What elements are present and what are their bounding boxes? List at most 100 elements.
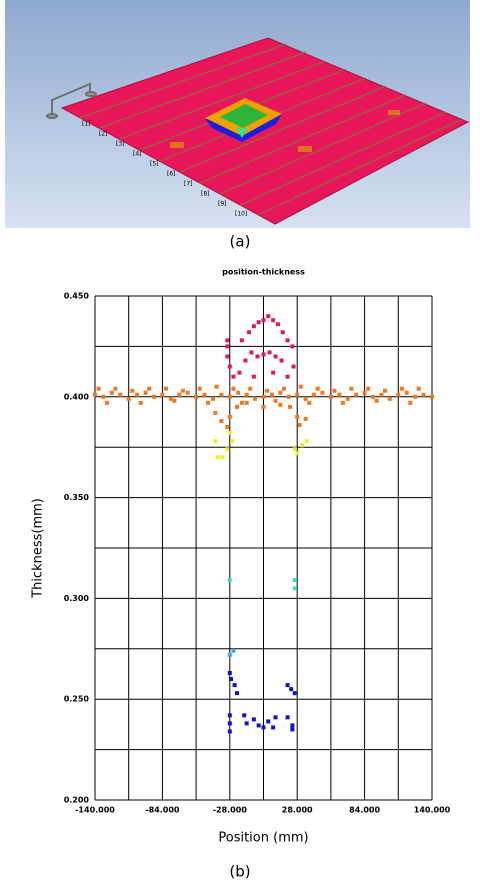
point [266, 719, 270, 723]
point [307, 401, 311, 405]
point [225, 354, 229, 358]
point [286, 338, 290, 342]
point [211, 397, 215, 401]
page: body { margin: 0; width: 480px; height: … [0, 0, 480, 885]
plate-label: [2] [99, 131, 108, 138]
point [203, 393, 207, 397]
point [346, 397, 350, 401]
point [252, 324, 256, 328]
point [295, 393, 299, 397]
point [247, 330, 251, 334]
point [329, 395, 333, 399]
x-tick-label: -140.000 [75, 806, 115, 815]
point [363, 391, 367, 395]
point [295, 415, 299, 419]
y-tick-label: 0.250 [64, 695, 90, 704]
figure: [1][2][3][4][5][6][7][8][9][10] (a) posi… [0, 0, 480, 885]
point [262, 395, 266, 399]
point [206, 401, 210, 405]
point [221, 455, 225, 459]
x-tick-label: -84.000 [145, 806, 180, 815]
point [281, 330, 285, 334]
point [135, 393, 139, 397]
point [266, 314, 270, 318]
point [271, 318, 275, 322]
point [243, 359, 247, 363]
point [289, 687, 293, 691]
x-tick-label: 28.000 [282, 806, 313, 815]
point [305, 439, 309, 443]
point [257, 723, 261, 727]
point [290, 344, 294, 348]
point [282, 387, 286, 391]
point [278, 391, 282, 395]
point [245, 721, 249, 725]
point [383, 389, 387, 393]
point [228, 431, 232, 435]
point [235, 691, 239, 695]
point [292, 365, 296, 369]
point [396, 393, 400, 397]
point [172, 399, 176, 403]
y-tick-label: 0.200 [64, 796, 90, 805]
point [371, 395, 375, 399]
y-tick-label: 0.350 [64, 493, 90, 502]
point [274, 399, 278, 403]
point [110, 391, 114, 395]
point [228, 653, 232, 657]
point [379, 393, 383, 397]
point [288, 405, 292, 409]
patch [298, 146, 312, 152]
point [245, 401, 249, 405]
point [274, 715, 278, 719]
point [101, 395, 105, 399]
point [231, 649, 235, 653]
point [164, 387, 168, 391]
point [219, 393, 223, 397]
point [160, 393, 164, 397]
point [240, 401, 244, 405]
point [293, 578, 297, 582]
y-axis-label: Thickness(mm) [31, 498, 46, 599]
point [287, 395, 291, 399]
point [316, 387, 320, 391]
point [228, 395, 232, 399]
point [337, 393, 341, 397]
point [262, 318, 266, 322]
point [216, 455, 220, 459]
point [93, 393, 97, 397]
point [271, 371, 275, 375]
point [113, 387, 117, 391]
plate-label: [9] [218, 201, 227, 208]
point [304, 397, 308, 401]
point [194, 395, 198, 399]
point [257, 320, 261, 324]
point [276, 322, 280, 326]
point [408, 401, 412, 405]
point [228, 365, 232, 369]
chart-title: position-thickness [222, 268, 305, 277]
point [268, 350, 272, 354]
point [280, 359, 284, 363]
plate-label: [4] [133, 151, 142, 158]
plate-label: [8] [201, 191, 210, 198]
point [169, 397, 173, 401]
point [299, 385, 303, 389]
y-tick-label: 0.450 [64, 292, 90, 301]
point [245, 393, 249, 397]
point [213, 439, 217, 443]
point [252, 375, 256, 379]
point [293, 586, 297, 590]
point [248, 387, 252, 391]
point [231, 387, 235, 391]
y-tick-label: 0.300 [64, 594, 90, 603]
point [228, 721, 232, 725]
caption: (a) [230, 233, 251, 251]
patch [170, 142, 184, 148]
plate-label: [6] [167, 171, 176, 178]
point [252, 717, 256, 721]
point [286, 715, 290, 719]
point [228, 578, 232, 582]
plate-label: [10] [235, 211, 247, 218]
point [333, 389, 337, 393]
